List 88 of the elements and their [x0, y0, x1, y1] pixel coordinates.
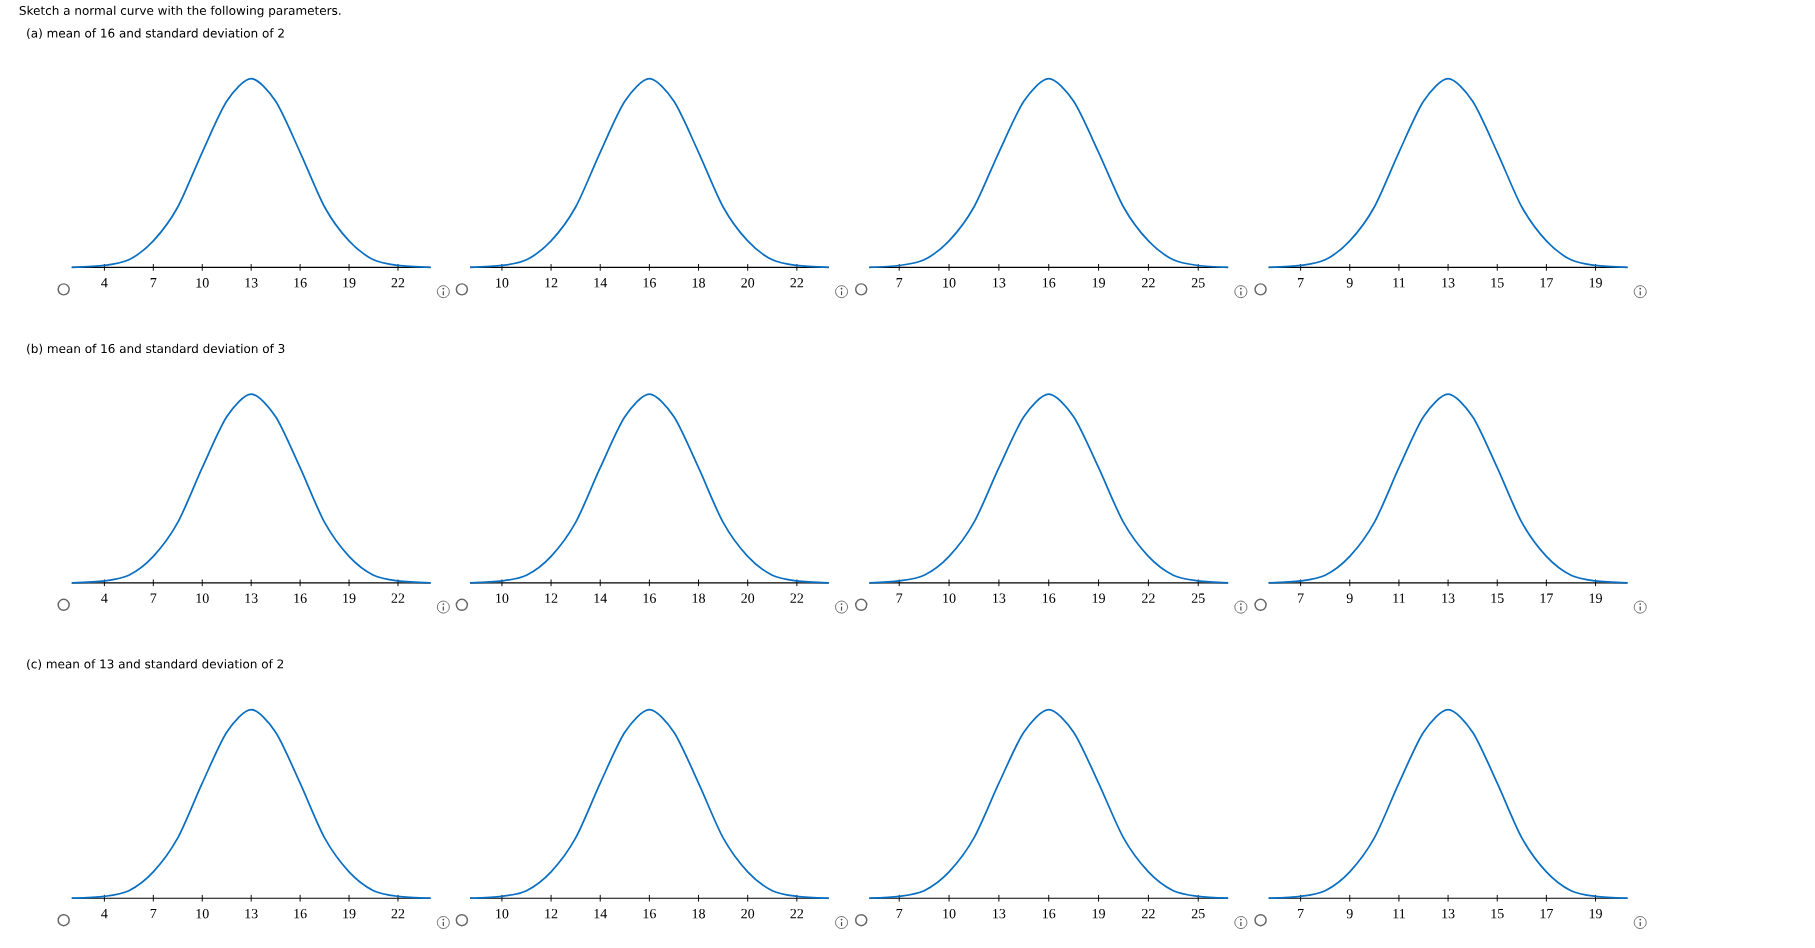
x-tick-label: 22	[790, 593, 804, 603]
x-tick-label: 13	[993, 278, 1006, 288]
x-tick-label: 14	[594, 908, 608, 919]
x-tick-label: 12	[545, 278, 558, 288]
x-tick-label: 17	[1540, 593, 1553, 603]
x-tick-label: 4	[101, 593, 108, 603]
x-tick-label: 12	[545, 908, 558, 919]
x-tick-label: 22	[391, 908, 405, 919]
x-tick-label: 13	[245, 908, 258, 919]
x-tick-label: 4	[101, 278, 108, 288]
x-tick-label: 22	[391, 593, 405, 603]
x-tick-label: 17	[1540, 908, 1553, 919]
x-tick-label: 13	[1442, 593, 1455, 603]
x-tick-label: 22	[790, 908, 804, 919]
x-tick-label: 4	[101, 908, 108, 919]
x-tick-label: 20	[741, 278, 755, 288]
x-tick-label: 25	[1191, 278, 1205, 288]
x-tick-label: 16	[643, 593, 656, 603]
x-tick-label: 10	[943, 908, 956, 919]
x-tick-label: 18	[692, 278, 705, 288]
x-tick-label: 16	[1042, 278, 1056, 288]
x-tick-label: 15	[1491, 593, 1504, 603]
x-tick-label: 11	[1393, 908, 1405, 919]
x-tick-label: 19	[343, 278, 356, 288]
x-tick-label: 7	[150, 908, 157, 919]
chart-title: (a) mean of 16 and standard deviation of 2	[27, 28, 284, 40]
x-tick-label: 19	[343, 593, 356, 603]
x-tick-label: 13	[993, 593, 1006, 603]
x-tick-label: 13	[1442, 278, 1455, 288]
x-tick-label: 14	[594, 278, 608, 288]
x-tick-label: 10	[196, 908, 209, 919]
x-tick-label: 10	[196, 593, 209, 603]
x-tick-label: 16	[294, 908, 307, 919]
chart-title: (c) mean of 13 and standard deviation of 2	[27, 659, 284, 670]
x-tick-label: 7	[896, 908, 903, 919]
x-tick-label: 9	[1346, 593, 1353, 603]
x-tick-label: 17	[1540, 278, 1553, 288]
chart-title: (b) mean of 16 and standard deviation of 3	[27, 343, 285, 355]
x-tick-label: 22	[1142, 593, 1155, 603]
x-tick-label: 22	[1142, 908, 1155, 919]
x-tick-label: 10	[196, 278, 209, 288]
x-tick-label: 16	[1042, 593, 1056, 603]
x-tick-label: 18	[692, 908, 705, 919]
x-tick-label: 25	[1191, 593, 1205, 603]
x-tick-label: 18	[692, 593, 705, 603]
x-tick-label: 13	[993, 908, 1006, 919]
x-tick-label: 16	[1042, 908, 1056, 919]
x-tick-label: 19	[1092, 908, 1105, 919]
x-tick-label: 22	[790, 278, 804, 288]
text: Sketch a normal curve with the following parameters.	[19, 5, 341, 18]
x-tick-label: 19	[1589, 278, 1602, 288]
x-tick-label: 16	[294, 593, 307, 603]
x-tick-label: 10	[496, 908, 509, 919]
x-tick-label: 20	[741, 908, 755, 919]
x-tick-label: 22	[391, 278, 405, 288]
x-tick-label: 10	[496, 278, 509, 288]
x-tick-label: 7	[896, 593, 903, 603]
x-tick-label: 20	[741, 593, 755, 603]
x-tick-label: 25	[1191, 908, 1205, 919]
x-tick-label: 19	[1092, 593, 1105, 603]
x-tick-label: 7	[1298, 908, 1304, 919]
x-tick-label: 11	[1393, 593, 1405, 603]
x-tick-label: 19	[1092, 278, 1105, 288]
x-tick-label: 10	[943, 593, 956, 603]
x-tick-label: 7	[1298, 593, 1304, 603]
x-tick-label: 14	[594, 593, 608, 603]
x-tick-label: 7	[1298, 278, 1304, 288]
x-tick-label: 12	[545, 593, 558, 603]
x-tick-label: 15	[1491, 908, 1504, 919]
x-tick-label: 13	[1442, 908, 1455, 919]
x-tick-label: 7	[896, 278, 903, 288]
x-tick-label: 9	[1346, 908, 1353, 919]
x-tick-label: 7	[150, 593, 157, 603]
x-tick-label: 19	[1589, 908, 1602, 919]
x-tick-label: 22	[1142, 278, 1155, 288]
x-tick-label: 10	[943, 278, 956, 288]
x-tick-label: 19	[343, 908, 356, 919]
x-tick-label: 10	[496, 593, 509, 603]
x-tick-label: 13	[245, 593, 258, 603]
x-tick-label: 16	[294, 278, 307, 288]
x-tick-label: 16	[643, 278, 656, 288]
x-tick-label: 11	[1393, 278, 1405, 288]
x-tick-label: 16	[643, 908, 656, 919]
x-tick-label: 13	[245, 278, 258, 288]
x-tick-label: 9	[1346, 278, 1353, 288]
x-tick-label: 15	[1491, 278, 1504, 288]
x-tick-label: 7	[150, 278, 157, 288]
x-tick-label: 19	[1589, 593, 1602, 603]
